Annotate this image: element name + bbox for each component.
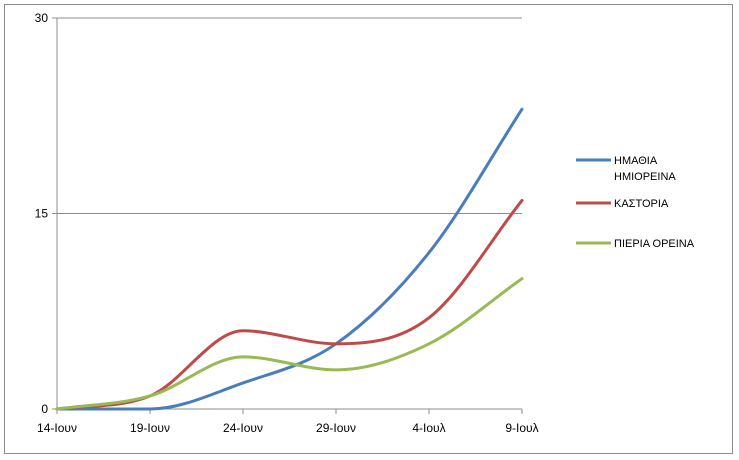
y-tick-label: 15 <box>35 207 49 221</box>
series-line-1 <box>55 107 524 411</box>
x-tick-label: 14-Ιουν <box>37 421 77 435</box>
legend-label-1: ΗΜΙΟΡΕΙΝΑ <box>614 171 676 183</box>
x-tick-label: 29-Ιουν <box>316 421 356 435</box>
x-tick-label: 24-Ιουν <box>223 421 263 435</box>
chart-frame <box>4 4 733 454</box>
y-tick-label: 30 <box>35 11 49 25</box>
x-tick-label: 19-Ιουν <box>130 421 170 435</box>
x-tick-label: 9-Ιουλ <box>505 421 538 435</box>
x-tick-label: 4-Ιουλ <box>412 421 445 435</box>
legend-label-3: ΠΙΕΡΙΑ ΟΡΕΙΝΑ <box>614 238 695 250</box>
y-tick-label: 0 <box>41 402 48 416</box>
legend-label-2: ΚΑΣΤΟΡΙΑ <box>614 198 669 210</box>
legend-label-1: ΗΜΑΘΙΑ <box>614 155 658 167</box>
series-line-3 <box>55 277 524 411</box>
series-line-2 <box>55 198 524 411</box>
